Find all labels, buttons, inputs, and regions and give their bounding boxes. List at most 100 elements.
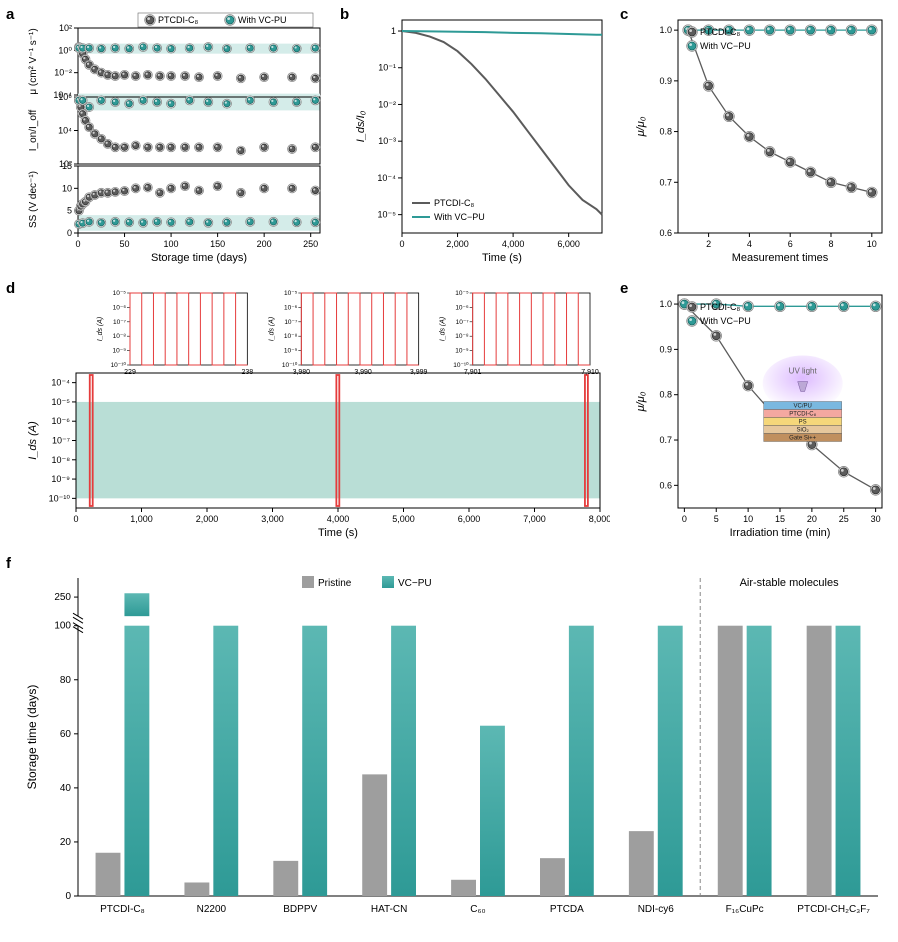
- svg-text:Irradiation time (min): Irradiation time (min): [730, 527, 831, 539]
- svg-text:10⁻⁷: 10⁻⁷: [456, 319, 470, 326]
- svg-text:0: 0: [75, 239, 80, 249]
- svg-text:10⁻⁷: 10⁻⁷: [113, 319, 127, 326]
- svg-text:Storage time (days): Storage time (days): [25, 685, 39, 790]
- svg-text:10: 10: [743, 514, 753, 524]
- svg-text:I_ds/I₀: I_ds/I₀: [355, 110, 367, 142]
- svg-text:4,000: 4,000: [502, 239, 525, 249]
- svg-text:UV light: UV light: [789, 367, 818, 376]
- svg-text:0.7: 0.7: [659, 177, 672, 187]
- svg-text:10⁻¹⁰: 10⁻¹⁰: [453, 361, 469, 369]
- svg-text:10⁻⁸: 10⁻⁸: [113, 333, 127, 340]
- svg-text:60: 60: [60, 729, 72, 740]
- svg-text:10⁻¹: 10⁻¹: [378, 63, 396, 73]
- svg-text:20: 20: [807, 514, 817, 524]
- panel-d-label: d: [6, 280, 15, 297]
- svg-text:10⁻²: 10⁻²: [378, 99, 396, 109]
- svg-text:Measurement times: Measurement times: [732, 252, 829, 264]
- svg-text:25: 25: [839, 514, 849, 524]
- svg-text:5,000: 5,000: [392, 514, 415, 524]
- svg-text:N2200: N2200: [197, 904, 227, 915]
- svg-text:VC−PU: VC−PU: [398, 578, 432, 589]
- svg-text:0.8: 0.8: [659, 390, 672, 400]
- svg-text:4: 4: [747, 239, 752, 249]
- svg-text:0.6: 0.6: [659, 480, 672, 490]
- svg-text:10⁻⁸: 10⁻⁸: [455, 333, 469, 340]
- svg-text:30: 30: [871, 514, 881, 524]
- svg-text:0: 0: [67, 228, 72, 238]
- svg-text:With VC−PU: With VC−PU: [700, 316, 751, 326]
- svg-text:0: 0: [682, 514, 687, 524]
- svg-text:PTCDI-C₈: PTCDI-C₈: [700, 302, 740, 312]
- panel-b-label: b: [340, 6, 349, 23]
- svg-text:10⁻⁴: 10⁻⁴: [51, 378, 70, 388]
- svg-text:2: 2: [706, 239, 711, 249]
- svg-text:2,000: 2,000: [446, 239, 469, 249]
- svg-text:10²: 10²: [59, 23, 72, 33]
- panel-e: 0510152025300.60.70.80.91.0Irradiation t…: [630, 285, 890, 540]
- svg-text:PTCDI-C₈: PTCDI-C₈: [158, 15, 198, 25]
- svg-text:10: 10: [62, 183, 72, 193]
- svg-text:238: 238: [241, 369, 253, 376]
- svg-text:10: 10: [867, 239, 877, 249]
- svg-text:3,980: 3,980: [293, 369, 311, 376]
- svg-text:100: 100: [54, 621, 71, 632]
- panel-d: 01,0002,0003,0004,0005,0006,0007,0008,00…: [20, 285, 610, 540]
- svg-text:μ/μ₀: μ/μ₀: [635, 391, 647, 412]
- svg-text:100: 100: [164, 239, 179, 249]
- panel-c: 2468100.60.70.80.91.0Measurement timesμ/…: [630, 10, 890, 265]
- svg-text:1,000: 1,000: [130, 514, 153, 524]
- svg-text:PTCDI-C₈: PTCDI-C₈: [789, 412, 816, 418]
- svg-text:10⁻¹⁰: 10⁻¹⁰: [49, 493, 71, 503]
- svg-text:SiO₂: SiO₂: [797, 428, 810, 434]
- svg-text:8: 8: [828, 239, 833, 249]
- svg-text:8,000: 8,000: [589, 514, 610, 524]
- svg-text:10⁻⁵: 10⁻⁵: [113, 290, 127, 297]
- svg-text:PTCDA: PTCDA: [550, 904, 584, 915]
- svg-text:10⁻¹⁰: 10⁻¹⁰: [111, 361, 127, 369]
- svg-text:1.0: 1.0: [659, 299, 672, 309]
- panel-e-label: e: [620, 280, 628, 297]
- svg-text:1: 1: [391, 26, 396, 36]
- svg-text:3,999: 3,999: [410, 369, 428, 376]
- svg-text:I_ds (A): I_ds (A): [97, 317, 104, 342]
- panel-a: PTCDI-C₈With VC-PU10⁻⁴10⁻²10⁰10²μ (cm² V…: [20, 10, 330, 265]
- svg-text:10⁻⁶: 10⁻⁶: [52, 416, 71, 426]
- svg-text:Time (s): Time (s): [482, 252, 522, 264]
- svg-text:6,000: 6,000: [458, 514, 481, 524]
- svg-text:10⁻⁹: 10⁻⁹: [113, 348, 127, 355]
- svg-text:15: 15: [62, 161, 72, 171]
- svg-text:1.0: 1.0: [659, 25, 672, 35]
- svg-text:F₁₆CuPc: F₁₆CuPc: [726, 904, 764, 915]
- svg-text:10⁻⁴: 10⁻⁴: [377, 173, 396, 183]
- svg-text:BDPPV: BDPPV: [283, 904, 317, 915]
- svg-text:With VC−PU: With VC−PU: [434, 212, 485, 222]
- svg-text:40: 40: [60, 783, 72, 794]
- svg-text:PTCDI-CH₂C₃F₇: PTCDI-CH₂C₃F₇: [797, 904, 870, 915]
- svg-text:5: 5: [67, 206, 72, 216]
- svg-text:C₆₀: C₆₀: [470, 904, 485, 915]
- svg-text:10⁻⁹: 10⁻⁹: [51, 474, 70, 484]
- svg-text:10⁻⁵: 10⁻⁵: [52, 397, 71, 407]
- panel-f-label: f: [6, 555, 11, 572]
- svg-text:2,000: 2,000: [196, 514, 219, 524]
- svg-text:I_on/I_off: I_on/I_off: [28, 110, 39, 152]
- svg-text:7,000: 7,000: [523, 514, 546, 524]
- svg-text:SS (V dec⁻¹): SS (V dec⁻¹): [28, 171, 39, 228]
- svg-text:Gate Si++: Gate Si++: [789, 436, 817, 442]
- svg-text:6,000: 6,000: [557, 239, 580, 249]
- panel-f: 020406080100250Storage time (days)Air-st…: [20, 560, 890, 930]
- panel-c-label: c: [620, 6, 628, 23]
- svg-text:0: 0: [73, 514, 78, 524]
- svg-text:0.7: 0.7: [659, 435, 672, 445]
- svg-text:I_ds (A): I_ds (A): [268, 317, 275, 342]
- svg-text:0: 0: [399, 239, 404, 249]
- svg-text:7,910: 7,910: [581, 369, 599, 376]
- svg-text:10⁶: 10⁶: [58, 92, 72, 102]
- svg-text:Pristine: Pristine: [318, 578, 352, 589]
- svg-text:PTCDI-C₈: PTCDI-C₈: [100, 904, 145, 915]
- svg-text:10⁻⁸: 10⁻⁸: [284, 333, 298, 340]
- svg-text:10⁻⁹: 10⁻⁹: [284, 348, 298, 355]
- svg-text:10⁻⁸: 10⁻⁸: [51, 455, 70, 465]
- svg-text:10⁻⁷: 10⁻⁷: [284, 319, 298, 326]
- svg-text:10⁻⁶: 10⁻⁶: [113, 304, 127, 311]
